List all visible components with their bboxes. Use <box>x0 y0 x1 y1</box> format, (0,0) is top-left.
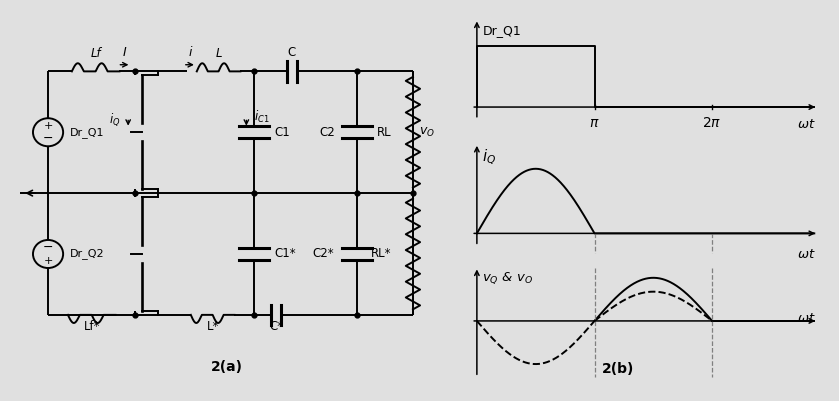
Text: +: + <box>44 121 53 131</box>
Text: RL: RL <box>377 126 391 139</box>
Text: Lf*: Lf* <box>83 320 100 333</box>
Text: $i_Q$: $i_Q$ <box>482 148 497 167</box>
Text: Dr_Q1: Dr_Q1 <box>70 127 104 138</box>
Text: L: L <box>216 47 221 61</box>
Text: $\omega t$: $\omega t$ <box>797 118 816 131</box>
Text: C2: C2 <box>320 126 336 139</box>
Text: 2(a): 2(a) <box>211 360 242 373</box>
Text: $i_{C1}$: $i_{C1}$ <box>254 109 270 125</box>
Text: $i$: $i$ <box>188 45 194 59</box>
Text: 2(b): 2(b) <box>602 363 634 377</box>
Text: C1*: C1* <box>274 247 296 261</box>
Text: −: − <box>43 132 54 146</box>
Text: $v_Q$ & $v_O$: $v_Q$ & $v_O$ <box>482 270 534 286</box>
Text: −: − <box>43 241 54 254</box>
Text: Lf: Lf <box>91 47 101 61</box>
Text: C1: C1 <box>274 126 289 139</box>
Text: C*: C* <box>269 320 284 333</box>
Text: $v_O$: $v_O$ <box>419 126 435 139</box>
Text: $i_Q$: $i_Q$ <box>109 111 120 128</box>
Text: L*: L* <box>206 320 219 333</box>
Text: RL*: RL* <box>371 247 391 261</box>
Text: $\omega t$: $\omega t$ <box>797 312 816 326</box>
Text: $I$: $I$ <box>122 46 128 59</box>
Text: $\pi$: $\pi$ <box>589 116 600 130</box>
Text: $\omega t$: $\omega t$ <box>797 248 816 261</box>
Text: C2*: C2* <box>312 247 334 261</box>
Text: Dr_Q2: Dr_Q2 <box>70 249 105 259</box>
Text: C: C <box>288 46 296 59</box>
Text: +: + <box>44 255 53 265</box>
Text: $2\pi$: $2\pi$ <box>702 116 722 130</box>
Text: Dr_Q1: Dr_Q1 <box>482 24 521 36</box>
